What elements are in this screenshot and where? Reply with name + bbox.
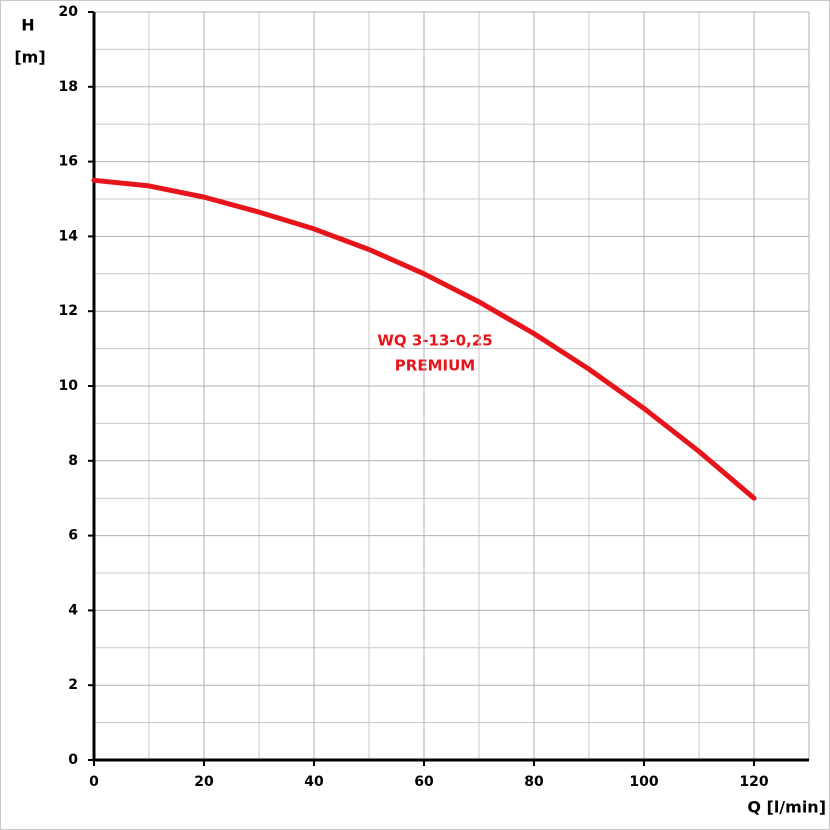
- x-tick-label: 0: [89, 774, 99, 790]
- x-tick-label: 40: [304, 774, 324, 790]
- y-tick-label: 8: [68, 453, 78, 469]
- y-tick-label: 2: [68, 677, 78, 693]
- y-axis-label: [m]: [14, 48, 45, 67]
- x-tick-label: 120: [739, 774, 768, 790]
- y-tick-label: 14: [59, 228, 79, 244]
- annotation: WQ 3-13-0,25: [377, 332, 492, 350]
- y-tick-label: 12: [59, 303, 78, 319]
- y-tick-label: 6: [68, 528, 78, 544]
- y-tick-label: 18: [59, 79, 78, 95]
- annotation: PREMIUM: [395, 357, 475, 375]
- y-tick-label: 4: [68, 602, 78, 618]
- x-tick-label: 20: [194, 774, 214, 790]
- x-tick-label: 100: [629, 774, 658, 790]
- x-tick-label: 60: [414, 774, 434, 790]
- y-tick-label: 16: [59, 154, 78, 170]
- y-tick-label: 10: [59, 378, 79, 394]
- y-tick-label: 0: [68, 752, 78, 768]
- x-axis-label: Q [l/min]: [747, 798, 826, 817]
- y-axis-label: H: [21, 16, 34, 35]
- x-tick-label: 80: [524, 774, 544, 790]
- curve: [91, 177, 757, 501]
- y-tick-label: 20: [59, 4, 79, 20]
